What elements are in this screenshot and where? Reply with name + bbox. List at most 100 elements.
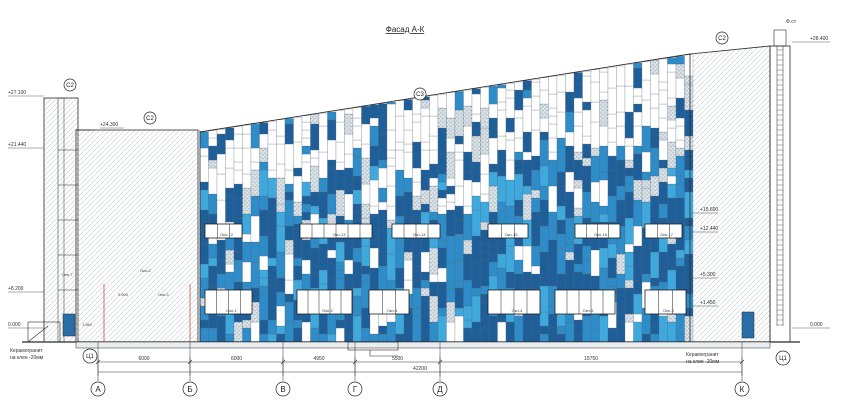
facade-panel xyxy=(293,167,303,177)
facade-panel xyxy=(250,241,260,263)
facade-panel xyxy=(599,171,609,181)
facade-panel xyxy=(199,263,209,279)
facade-panel xyxy=(429,95,439,117)
facade-panel xyxy=(624,217,634,245)
facade-panel xyxy=(548,313,558,329)
facade-panel xyxy=(242,173,252,189)
facade-panel xyxy=(386,165,396,187)
facade-panel xyxy=(293,257,303,267)
facade-panel xyxy=(344,273,354,289)
facade-panel xyxy=(565,251,575,261)
facade-panel xyxy=(641,273,651,283)
facade-panel xyxy=(514,199,524,209)
facade-panel xyxy=(208,193,218,215)
facade-panel xyxy=(352,287,362,297)
dimension-label: 4950 xyxy=(313,356,324,362)
facade-panel xyxy=(471,161,481,183)
facade-panel xyxy=(310,191,320,207)
dimension-label: 15750 xyxy=(584,356,598,362)
facade-panel xyxy=(446,117,456,139)
facade-panel xyxy=(233,251,243,261)
facade-panel xyxy=(361,123,371,145)
facade-panel xyxy=(403,109,413,131)
facade-panel xyxy=(386,157,396,167)
facade-panel xyxy=(225,249,235,265)
facade-panel xyxy=(395,195,405,217)
facade-panel xyxy=(301,181,311,197)
facade-panel xyxy=(395,267,405,289)
facade-panel xyxy=(437,205,447,215)
sky-mask xyxy=(199,50,692,131)
facade-panel xyxy=(446,92,456,119)
facade-panel xyxy=(276,251,286,279)
facade-panel xyxy=(293,141,303,169)
facade-panel xyxy=(208,167,218,195)
facade-panel xyxy=(480,259,490,287)
facade-panel xyxy=(284,253,294,281)
facade-panel xyxy=(565,191,575,219)
axis-label: А xyxy=(95,385,101,394)
facade-panel xyxy=(318,313,328,335)
facade-panel xyxy=(352,247,362,263)
facade-panel xyxy=(335,110,345,123)
facade-panel xyxy=(565,321,575,343)
material-tag: С3 xyxy=(413,87,427,101)
facade-panel xyxy=(480,193,490,203)
facade-panel xyxy=(514,137,524,153)
facade-panel xyxy=(250,321,260,343)
facade-panel xyxy=(514,259,524,275)
facade-panel xyxy=(684,75,694,85)
facade-panel xyxy=(616,185,626,201)
facade-panel xyxy=(531,109,541,131)
facade-panel xyxy=(667,97,677,107)
facade-panel xyxy=(335,161,345,171)
facade-panel xyxy=(531,211,541,227)
facade-panel xyxy=(599,68,609,73)
facade-panel xyxy=(216,239,226,261)
window-band: Окн-12 Окн-13 Окн-14 Окн-15 Окн-16 Окн-17 Окн-… xyxy=(204,223,687,315)
facade-panel xyxy=(565,259,575,275)
facade-panel xyxy=(582,165,592,193)
facade-panel xyxy=(369,247,379,269)
facade-panel xyxy=(675,333,685,343)
facade-panel xyxy=(199,189,209,211)
facade-panel xyxy=(675,147,685,157)
facade-panel xyxy=(607,257,617,279)
facade-panel xyxy=(599,145,609,173)
facade-panel xyxy=(471,261,481,289)
facade-panel xyxy=(684,217,694,227)
facade-panel xyxy=(318,112,328,127)
facade-panel xyxy=(531,95,541,111)
facade-panel xyxy=(471,121,481,137)
facade-panel xyxy=(412,237,422,247)
facade-panel xyxy=(667,119,677,129)
facade-panel xyxy=(556,91,566,113)
axis-bubble: А xyxy=(90,381,106,397)
facade-panel xyxy=(505,83,515,91)
facade-panel xyxy=(310,273,320,289)
svg-text:+1.450: +1.450 xyxy=(700,300,716,306)
facade-panel xyxy=(208,243,218,259)
facade-panel xyxy=(301,239,311,261)
facade-panel xyxy=(437,239,447,249)
facade-panel xyxy=(684,239,694,255)
facade-panel xyxy=(463,279,473,307)
facade-panel xyxy=(250,215,260,243)
facade-panel xyxy=(403,177,413,193)
facade-panel xyxy=(556,205,566,221)
facade-panel xyxy=(565,91,575,113)
dimension-label: 6000 xyxy=(231,356,242,362)
facade-panel xyxy=(369,145,379,167)
facade-panel xyxy=(675,97,685,119)
facade-panel xyxy=(293,116,303,143)
facade-panel xyxy=(310,157,320,167)
facade-panel xyxy=(454,91,464,111)
facade-panel xyxy=(412,195,422,211)
facade-panel xyxy=(556,325,566,335)
entrance-stair xyxy=(347,341,399,357)
facade-panel xyxy=(454,307,464,317)
facade-panel xyxy=(463,105,473,127)
facade-panel xyxy=(573,111,583,127)
facade-panel xyxy=(293,175,303,203)
facade-panel xyxy=(514,109,524,119)
